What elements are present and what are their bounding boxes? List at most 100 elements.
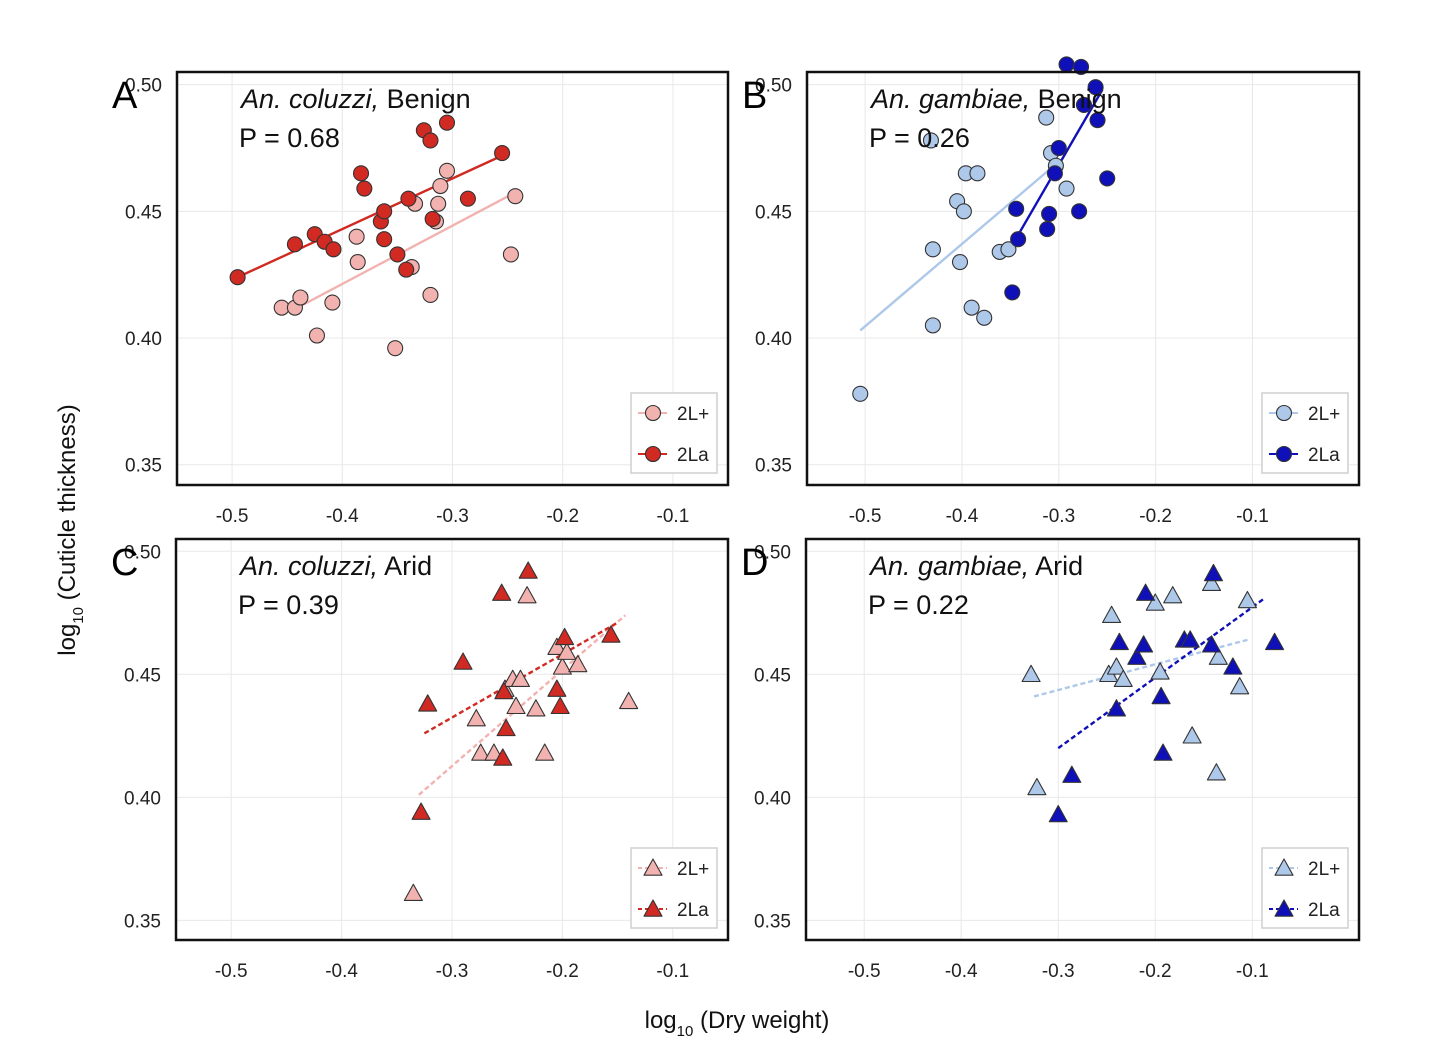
x-axis-title-text: (Dry weight)	[693, 1007, 829, 1034]
data-point-2lplus	[308, 327, 326, 344]
data-point-2lplus	[1027, 777, 1047, 796]
data-point-2la	[411, 802, 431, 820]
x-tick-label: -0.2	[546, 506, 579, 527]
y-tick-label: 0.35	[754, 911, 791, 932]
legend-marker-2la	[1274, 899, 1294, 917]
y-tick-label: 0.50	[124, 542, 161, 563]
data-point-2lplus	[1102, 605, 1122, 624]
legend-marker-2la	[644, 445, 662, 463]
data-point-2la	[1004, 284, 1021, 301]
legend-label: 2La	[1308, 445, 1340, 466]
data-point-2lplus	[403, 883, 423, 902]
panel-title: An. gambiae, Benign	[869, 84, 1122, 114]
x-tick-label: -0.1	[1236, 506, 1269, 527]
y-tick-label: 0.40	[754, 788, 791, 809]
data-point-2la	[1058, 56, 1075, 73]
y-axis-title-sub: 10	[70, 607, 87, 624]
data-point-2lplus	[292, 289, 309, 306]
data-point-2lplus	[1021, 664, 1041, 683]
data-point-2lplus	[568, 654, 588, 673]
data-point-2la	[286, 236, 303, 253]
data-point-2lplus	[1150, 662, 1170, 680]
data-point-2la	[492, 583, 512, 601]
data-point-2lplus	[1163, 586, 1183, 604]
data-point-2lplus	[1145, 593, 1165, 611]
x-tick-label: -0.5	[216, 506, 249, 527]
x-tick-label: -0.5	[849, 506, 882, 527]
y-tick-label: 0.45	[755, 202, 792, 223]
data-point-2lplus	[1201, 573, 1222, 592]
data-point-2lplus	[557, 642, 577, 660]
data-point-2la	[1071, 203, 1088, 220]
legend-label: 2La	[1308, 900, 1340, 921]
data-point-2lplus	[506, 696, 526, 715]
data-point-2la	[1089, 112, 1106, 129]
x-tick-label: -0.2	[546, 961, 579, 982]
fit-line-2la	[1057, 597, 1266, 750]
panel-title: An. coluzzi, Benign	[239, 84, 471, 114]
panel-a: -0.5 -0.4 -0.3 -0.2 -0.1 0.50 0.45 0.40 0.35 A An.…	[112, 70, 730, 527]
panels-layer: -0.5 -0.4 -0.3 -0.2 -0.1 0.50 0.45 0.40 0.35 A An.…	[111, 56, 1361, 982]
y-tick-label: 0.45	[125, 202, 162, 223]
data-point-2lplus	[976, 309, 993, 326]
legend-marker-2la	[643, 899, 663, 917]
data-point-2la	[424, 210, 441, 228]
panel-c: -0.5 -0.4 -0.3 -0.2 -0.1 0.50 0.45 0.40 0.35 C An.…	[111, 537, 730, 982]
data-point-2lplus	[387, 340, 404, 357]
panel-b: -0.5 -0.4 -0.3 -0.2 -0.1 0.50 0.45 0.40 0.35 B An.…	[742, 56, 1361, 527]
data-point-2lplus	[471, 743, 491, 761]
data-point-2lplus	[924, 241, 941, 258]
x-tick-label: -0.3	[1042, 506, 1075, 527]
data-point-2la	[518, 561, 538, 579]
data-point-2la	[459, 190, 476, 207]
data-point-2la	[496, 718, 516, 737]
x-tick-label: -0.4	[946, 506, 979, 527]
data-point-2lplus	[1106, 657, 1127, 675]
panel-title-condition: Benign	[1030, 84, 1122, 114]
data-point-2lplus	[619, 691, 639, 710]
data-point-2la	[1062, 765, 1082, 783]
x-tick-label: -0.1	[656, 961, 689, 982]
data-point-2la	[1046, 165, 1063, 182]
data-point-2la	[1134, 635, 1154, 653]
legend-label: 2La	[677, 445, 709, 466]
data-point-2lplus	[951, 253, 969, 271]
data-point-2la	[325, 241, 342, 258]
fit-line-2la	[237, 154, 503, 279]
data-point-2la	[1075, 96, 1093, 113]
data-point-2la	[1180, 630, 1200, 648]
data-point-2la	[493, 748, 513, 766]
fit-line-2la	[423, 621, 619, 735]
legend-marker-2lplus	[1274, 858, 1294, 876]
legend-label: 2L+	[677, 859, 709, 880]
data-point-2lplus	[969, 165, 986, 182]
legend-label: 2La	[677, 900, 709, 921]
y-axis-title-text: (Cuticle thickness)	[54, 404, 81, 607]
data-point-2la	[1136, 583, 1156, 601]
y-tick-label: 0.50	[755, 76, 792, 97]
data-point-2lplus	[1058, 180, 1075, 197]
data-point-2lplus	[430, 195, 447, 212]
data-point-2la	[352, 165, 370, 182]
data-point-2lplus	[1038, 109, 1055, 126]
x-tick-label: -0.4	[326, 506, 359, 527]
data-point-2la	[547, 679, 567, 697]
y-tick-label: 0.35	[755, 456, 792, 477]
data-point-2la	[1050, 139, 1067, 157]
data-point-2la	[398, 261, 415, 278]
x-tick-label: -0.1	[1236, 961, 1269, 982]
data-point-2la	[400, 190, 417, 207]
panel-pvalue: P = 0.22	[868, 590, 969, 620]
y-axis-title: log10 (Cuticle thickness)	[54, 404, 87, 655]
data-point-2lplus	[349, 253, 366, 271]
data-point-2la	[418, 694, 438, 712]
data-point-2la	[1153, 743, 1173, 761]
data-point-2lplus	[526, 699, 546, 717]
data-point-2lplus	[517, 586, 537, 604]
panel-title-species: An. gambiae,	[868, 551, 1029, 581]
data-point-2la	[438, 114, 456, 131]
panel-pvalue: P = 0.26	[869, 123, 970, 153]
legend-marker-2lplus	[644, 404, 662, 422]
data-point-2lplus	[547, 637, 567, 655]
panel-title-species: An. coluzzi,	[238, 551, 378, 581]
